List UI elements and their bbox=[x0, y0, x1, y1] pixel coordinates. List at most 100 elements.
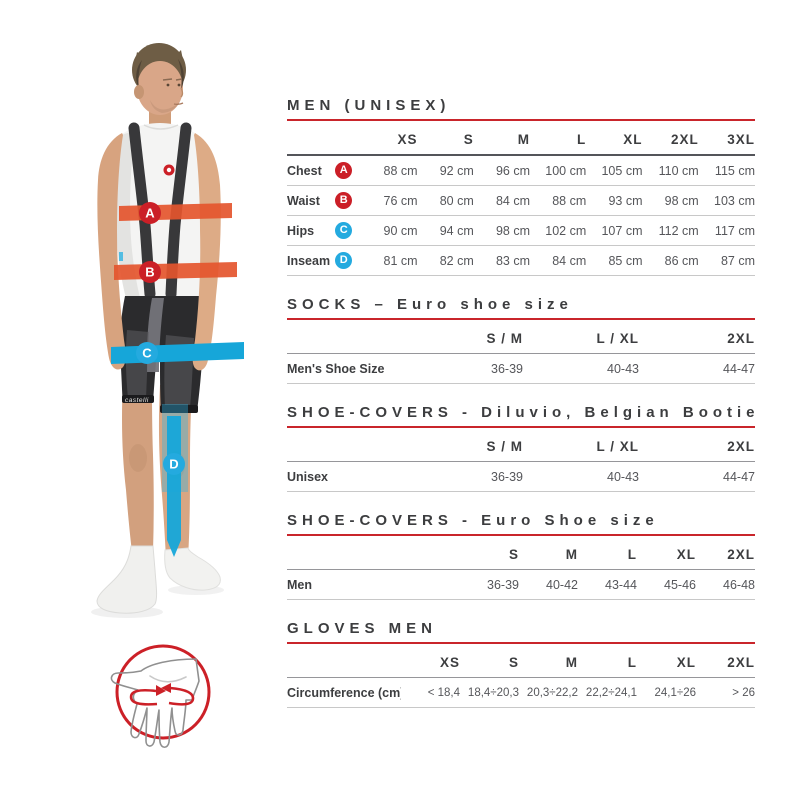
size-value: 98 cm bbox=[473, 215, 531, 246]
size-value: 46-48 bbox=[696, 569, 755, 600]
badge-cell: C bbox=[335, 215, 362, 246]
size-value: 107 cm bbox=[586, 215, 643, 246]
size-value: 40-42 bbox=[519, 569, 578, 600]
row-label: Chest bbox=[287, 155, 336, 186]
chest-band bbox=[119, 203, 232, 221]
size-value: 87 cm bbox=[698, 245, 755, 276]
size-value: 36-39 bbox=[407, 353, 523, 384]
marker-a-letter: A bbox=[145, 206, 155, 221]
size-value: 81 cm bbox=[361, 245, 418, 276]
row-label: Unisex bbox=[287, 461, 407, 492]
size-value: 112 cm bbox=[642, 215, 699, 246]
marker-d-badge bbox=[163, 453, 185, 475]
table-row: Men 36-39 40-42 43-44 45-46 46-48 bbox=[287, 569, 755, 600]
size-table-gloves-men: XS S M L XL 2XL Circumference (cm) < 18,4 18,4÷2… bbox=[287, 644, 755, 708]
size-value: 85 cm bbox=[586, 245, 643, 276]
size-value: 24,1÷26 bbox=[637, 677, 696, 708]
size-value: 82 cm bbox=[417, 245, 474, 276]
size-column-header: L bbox=[578, 644, 637, 678]
badge-cell: D bbox=[335, 245, 362, 276]
table-row: Inseam D 81 cm 82 cm 83 cm 84 cm 85 cm 86 cm 87 … bbox=[287, 245, 755, 276]
size-column-header: XS bbox=[361, 121, 418, 156]
size-value: 105 cm bbox=[586, 155, 643, 186]
row-label: Men bbox=[287, 569, 460, 600]
size-value: 110 cm bbox=[642, 155, 699, 186]
marker-b-badge bbox=[139, 261, 161, 283]
marker-d-letter: D bbox=[169, 457, 178, 472]
fit-model-column: castelli A B C bbox=[0, 0, 280, 800]
size-value: 100 cm bbox=[530, 155, 587, 186]
row-label: Hips bbox=[287, 215, 336, 246]
size-column-header: 2XL bbox=[639, 320, 755, 354]
size-value: 103 cm bbox=[698, 185, 755, 216]
section-title: GLOVES MEN bbox=[287, 620, 438, 637]
size-column-header: XL bbox=[637, 536, 696, 570]
size-value: 102 cm bbox=[530, 215, 587, 246]
badge-cell: A bbox=[335, 155, 362, 186]
size-value: 94 cm bbox=[417, 215, 474, 246]
size-value: 88 cm bbox=[530, 185, 587, 216]
size-column-header: M bbox=[519, 644, 578, 678]
size-column-header: 2XL bbox=[696, 644, 755, 678]
marker-badge-d: D bbox=[335, 252, 353, 269]
size-value: 45-46 bbox=[637, 569, 696, 600]
marker-badge-b: B bbox=[335, 192, 353, 209]
size-value: 115 cm bbox=[698, 155, 755, 186]
brand-logo-icon bbox=[163, 164, 175, 176]
size-value: 98 cm bbox=[642, 185, 699, 216]
size-column-header: 2XL bbox=[642, 121, 699, 156]
inseam-band bbox=[167, 416, 181, 557]
table-row: Men's Shoe Size 36-39 40-43 44-47 bbox=[287, 353, 755, 384]
marker-badge-a: A bbox=[335, 162, 353, 179]
size-value: 18,4÷20,3 bbox=[460, 677, 519, 708]
size-value: 40-43 bbox=[523, 353, 639, 384]
size-column-header: S bbox=[417, 121, 474, 156]
red-divider bbox=[287, 119, 755, 121]
size-column-header: L bbox=[578, 536, 637, 570]
waist-band bbox=[114, 262, 237, 280]
measurement-marker-badges: A B C D bbox=[136, 202, 185, 475]
glove-measurement-icon bbox=[110, 644, 211, 749]
marker-a-badge bbox=[139, 202, 161, 224]
size-value: 44-47 bbox=[639, 461, 755, 492]
marker-badge-c: C bbox=[335, 222, 353, 239]
column-spacer bbox=[287, 428, 407, 462]
size-column-header: S bbox=[460, 536, 519, 570]
size-column-header: 2XL bbox=[639, 428, 755, 462]
model-body: castelli bbox=[96, 43, 221, 614]
size-value: 84 cm bbox=[473, 185, 531, 216]
table-row: Chest A 88 cm 92 cm 96 cm 100 cm 105 cm 110 cm 1… bbox=[287, 155, 755, 186]
row-label: Men's Shoe Size bbox=[287, 353, 407, 384]
marker-b-letter: B bbox=[145, 265, 154, 280]
size-value: 90 cm bbox=[361, 215, 418, 246]
section-title: SHOE-COVERS - Euro Shoe size bbox=[287, 512, 659, 529]
column-spacer bbox=[287, 536, 460, 570]
table-row: Unisex 36-39 40-43 44-47 bbox=[287, 461, 755, 492]
table-row: Waist B 76 cm 80 cm 84 cm 88 cm 93 cm 98 cm 103 … bbox=[287, 185, 755, 216]
size-value: 96 cm bbox=[473, 155, 531, 186]
column-spacer bbox=[287, 644, 401, 678]
fit-model-photo: castelli A B C bbox=[91, 43, 244, 749]
section-shoe-covers-euro: SHOE-COVERS - Euro Shoe size S M L XL 2XL Men… bbox=[287, 512, 755, 600]
size-column-header: S / M bbox=[407, 320, 523, 354]
size-column-header: L / XL bbox=[523, 320, 639, 354]
section-men-unisex: MEN (UNISEX) XS S M L XL 2XL 3XL Chest A 88 cm 92 … bbox=[287, 97, 755, 276]
size-value: 20,3÷22,2 bbox=[519, 677, 578, 708]
size-table-shoe-covers-euro: S M L XL 2XL Men 36-39 40-42 43-44 45-46 46-48 bbox=[287, 536, 755, 600]
section-shoe-covers-diluvio: SHOE-COVERS - Diluvio, Belgian Bootie S … bbox=[287, 404, 755, 492]
size-value: 88 cm bbox=[361, 155, 418, 186]
column-spacer bbox=[287, 320, 407, 354]
size-column-header: S bbox=[460, 644, 519, 678]
marker-c-letter: C bbox=[142, 346, 152, 361]
red-divider bbox=[287, 534, 755, 536]
section-gloves-men: GLOVES MEN XS S M L XL 2XL Circumference (cm) <… bbox=[287, 620, 755, 708]
size-value: 44-47 bbox=[639, 353, 755, 384]
size-column-header: L / XL bbox=[523, 428, 639, 462]
red-divider bbox=[287, 426, 755, 428]
size-value: 36-39 bbox=[460, 569, 519, 600]
size-value: 40-43 bbox=[523, 461, 639, 492]
size-table-men-unisex: XS S M L XL 2XL 3XL Chest A 88 cm 92 cm 96 cm 100 cm… bbox=[287, 121, 755, 276]
table-row: Hips C 90 cm 94 cm 98 cm 102 cm 107 cm 112 cm 11… bbox=[287, 215, 755, 246]
